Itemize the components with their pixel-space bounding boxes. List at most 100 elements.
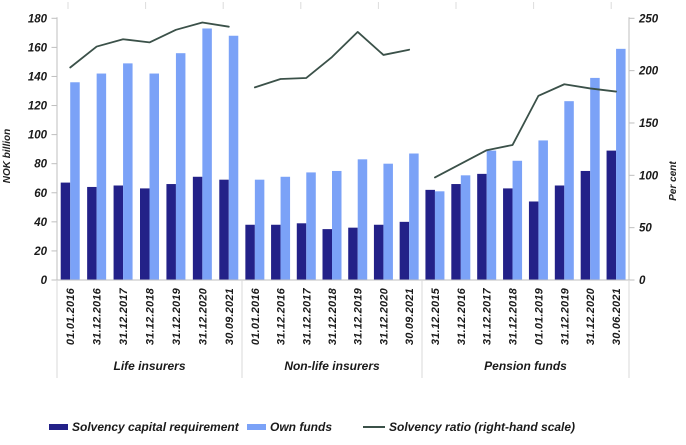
solvency-ratio-line	[434, 83, 617, 179]
x-axis-date-label: 01.01.2016	[250, 287, 262, 345]
left-axis-tick-label: 120	[28, 101, 48, 113]
legend-label: Solvency capital requirement	[72, 420, 239, 434]
right-axis-tick-label: 250	[638, 13, 659, 25]
bar-solvency-capital-requirement	[296, 223, 307, 280]
bar-own-funds	[616, 48, 626, 280]
x-axis-date-label: 31.12.2018	[508, 287, 520, 345]
bar-own-funds	[512, 160, 523, 280]
x-axis-date-label: 31.12.2016	[456, 287, 468, 345]
bar-own-funds	[332, 170, 342, 280]
bar-own-funds	[175, 53, 186, 281]
x-axis-date-label: 31.12.2016	[92, 287, 104, 345]
bar-own-funds	[280, 176, 291, 280]
x-axis-date-label: 31.12.2019	[171, 287, 183, 345]
bar-own-funds	[202, 28, 212, 281]
bar-solvency-capital-requirement	[60, 182, 71, 280]
x-axis-date-label: 31.12.2019	[559, 287, 571, 345]
chart-legend: Solvency capital requirement Own funds S…	[0, 420, 686, 440]
bar-own-funds	[434, 191, 445, 280]
bar-own-funds	[409, 153, 419, 280]
bar-solvency-capital-requirement	[87, 186, 97, 280]
x-axis-date-label: 31.12.2019	[353, 287, 365, 345]
bar-solvency-capital-requirement	[113, 185, 124, 280]
x-axis-date-label: 01.01.2016	[65, 287, 77, 345]
bar-own-funds	[228, 35, 239, 280]
legend-swatch-bar-dark	[49, 424, 68, 430]
bar-solvency-capital-requirement	[322, 229, 332, 280]
bar-own-funds	[383, 163, 393, 280]
bar-solvency-capital-requirement	[348, 227, 358, 280]
bar-solvency-capital-requirement	[503, 188, 513, 280]
bar-own-funds	[149, 73, 159, 280]
x-axis-date-label: 31.12.2020	[585, 287, 597, 345]
group-label: Pension funds	[484, 359, 567, 373]
bar-solvency-capital-requirement	[528, 201, 539, 280]
bar-solvency-capital-requirement	[192, 176, 203, 280]
bar-solvency-capital-requirement	[373, 224, 384, 280]
x-axis-date-label: 01.01.2019	[533, 287, 545, 345]
bar-own-funds	[564, 101, 574, 281]
solvency-ratio-line	[253, 31, 411, 89]
left-axis-tick-label: 60	[34, 188, 47, 200]
bar-solvency-capital-requirement	[245, 224, 255, 280]
bar-solvency-capital-requirement	[271, 224, 281, 280]
bar-own-funds	[486, 150, 497, 280]
bar-solvency-capital-requirement	[580, 170, 591, 280]
right-axis-tick-label: 50	[639, 223, 652, 235]
x-axis-date-label: 31.12.2018	[145, 287, 157, 345]
bar-solvency-capital-requirement	[554, 185, 565, 280]
bar-own-funds	[96, 73, 107, 280]
right-axis-tick-label: 150	[639, 118, 659, 130]
x-axis-date-label: 31.12.2017	[482, 287, 494, 345]
solvency-ratio-line	[69, 21, 230, 69]
right-axis-tick-label: 200	[638, 66, 659, 78]
x-axis-date-label: 30.06.2021	[611, 288, 623, 345]
left-axis-tick-label: 20	[33, 246, 47, 258]
x-axis-date-label: 30.09.2021	[404, 288, 416, 345]
bar-solvency-capital-requirement	[606, 150, 617, 280]
legend-label: Own funds	[270, 420, 332, 434]
bar-solvency-capital-requirement	[451, 184, 461, 280]
right-axis-tick-label: 100	[639, 170, 659, 182]
left-axis-title: NOK billion	[2, 129, 13, 183]
group-label: Non-life insurers	[284, 359, 380, 373]
legend-swatch-bar-light	[247, 424, 266, 430]
solvency-chart: 0 20 40 60 80 100 120 140 160 180 0 50 100 150 200 250 0…	[2, 2, 679, 378]
bar-own-funds	[590, 77, 600, 280]
bar-solvency-capital-requirement	[140, 188, 150, 280]
legend-item-solvency-capital-requirement: Solvency capital requirement	[49, 420, 239, 434]
bar-own-funds	[254, 179, 265, 280]
bar-own-funds	[538, 140, 548, 280]
bar-own-funds	[123, 63, 133, 280]
left-axis-tick-label: 180	[28, 13, 48, 25]
x-axis-date-label: 31.12.2018	[327, 287, 339, 345]
group-label: Life insurers	[113, 359, 185, 373]
legend-label: Solvency ratio (right-hand scale)	[389, 420, 576, 434]
legend-swatch-line	[363, 426, 385, 428]
bar-solvency-capital-requirement	[425, 189, 435, 280]
x-axis-date-label: 31.12.2016	[276, 287, 288, 345]
right-axis-tick-label: 0	[639, 275, 646, 287]
x-axis-date-label: 30.09.2021	[224, 288, 236, 345]
left-axis-tick-label: 40	[33, 217, 47, 229]
bar-own-funds	[460, 175, 471, 280]
left-axis-tick-label: 140	[28, 71, 48, 83]
left-axis-tick-label: 0	[41, 275, 48, 287]
bar-own-funds	[357, 159, 368, 280]
x-axis-date-label: 31.12.2017	[301, 287, 313, 345]
left-axis-tick-label: 100	[28, 130, 48, 142]
right-axis-title: Per cent	[668, 161, 679, 201]
bar-solvency-capital-requirement	[166, 184, 176, 280]
bar-own-funds	[306, 172, 316, 280]
x-axis-date-label: 31.12.2020	[378, 287, 390, 345]
x-axis-date-label: 31.12.2015	[430, 287, 442, 345]
bar-solvency-capital-requirement	[219, 179, 229, 280]
legend-item-solvency-ratio: Solvency ratio (right-hand scale)	[363, 420, 575, 434]
bar-own-funds	[70, 82, 80, 280]
legend-item-own-funds: Own funds	[247, 420, 332, 434]
bar-solvency-capital-requirement	[477, 173, 487, 280]
x-axis-date-label: 31.12.2020	[197, 287, 209, 345]
left-axis-tick-label: 160	[28, 42, 48, 54]
x-axis-date-label: 31.12.2017	[118, 287, 130, 345]
